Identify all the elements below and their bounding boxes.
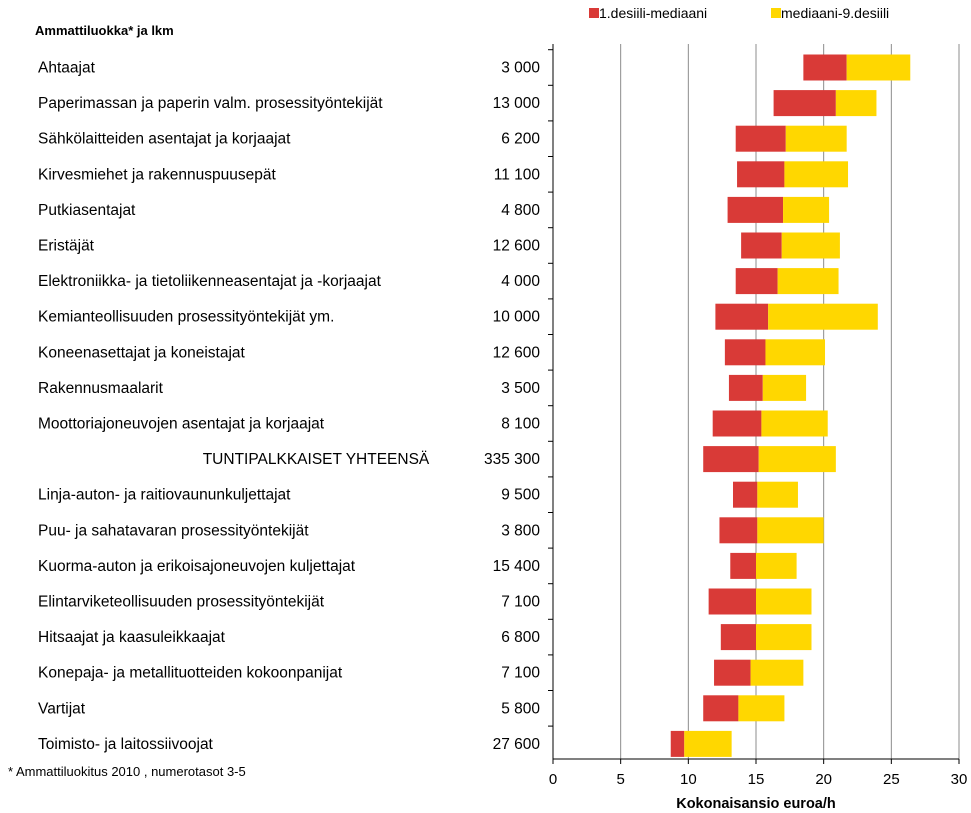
bar-low-segment — [715, 303, 769, 330]
bar-high-segment — [738, 695, 785, 722]
category-label: Kirvesmiehet ja rakennuspuusepät — [38, 166, 276, 183]
count-label: 27 600 — [493, 736, 541, 753]
bar-ranges — [670, 54, 911, 757]
category-label: TUNTIPALKKAISET YHTEENSÄ — [203, 451, 430, 468]
x-tick-label: 30 — [951, 771, 968, 788]
bar-low-segment — [724, 339, 766, 366]
bar-low-segment — [773, 90, 836, 117]
bar-high-segment — [762, 374, 807, 401]
x-tick-label: 20 — [815, 771, 832, 788]
count-label: 4 800 — [501, 202, 540, 219]
category-label: Eristäjät — [38, 238, 95, 255]
bar-high-segment — [781, 232, 840, 259]
bar-high-segment — [756, 624, 812, 651]
bar-high-segment — [835, 90, 877, 117]
count-label: 4 000 — [501, 273, 540, 290]
bar-low-segment — [737, 161, 785, 188]
bar-high-segment — [765, 339, 826, 366]
count-label: 11 100 — [494, 166, 541, 183]
bar-low-segment — [708, 588, 756, 615]
category-label: Paperimassan ja paperin valm. prosessity… — [38, 95, 383, 112]
bar-high-segment — [761, 410, 828, 437]
legend-label-high: mediaani-9.desiili — [781, 5, 889, 21]
bar-high-segment — [684, 730, 732, 757]
count-label: 3 500 — [501, 380, 540, 397]
category-label: Koneenasettajat ja koneistajat — [38, 344, 246, 361]
count-label: 6 200 — [501, 131, 540, 148]
footnote: * Ammattiluokitus 2010 , numerotasot 3-5 — [8, 764, 246, 779]
legend: 1.desiili-mediaani mediaani-9.desiili — [589, 5, 889, 21]
bar-high-segment — [750, 659, 804, 686]
bar-low-segment — [727, 196, 784, 223]
category-label: Ahtaajat — [38, 60, 96, 77]
legend-swatch-high — [771, 8, 781, 18]
count-label: 12 600 — [493, 238, 541, 255]
bar-low-segment — [720, 624, 756, 651]
bar-low-segment — [703, 695, 739, 722]
category-label: Linja-auton- ja raitiovaununkuljettajat — [38, 487, 291, 504]
category-labels: Ahtaajat 3 000 Paperimassan ja paperin val… — [38, 60, 540, 753]
category-label: Kuorma-auton ja erikoisajoneuvojen kulje… — [38, 558, 356, 575]
bar-high-segment — [846, 54, 911, 81]
count-label: 7 100 — [501, 665, 540, 682]
bar-high-segment — [783, 196, 830, 223]
category-label: Toimisto- ja laitossiivoojat — [38, 736, 214, 753]
category-label: Sähkölaitteiden asentajat ja korjaajat — [38, 131, 291, 148]
legend-label-low: 1.desiili-mediaani — [599, 5, 707, 21]
category-label: Konepaja- ja metallituotteiden kokoonpan… — [38, 665, 343, 682]
bar-low-segment — [719, 517, 758, 544]
bar-low-segment — [741, 232, 782, 259]
category-label: Elektroniikka- ja tietoliikenneasentajat… — [38, 273, 382, 290]
bar-high-segment — [756, 588, 812, 615]
bar-high-segment — [768, 303, 878, 330]
bar-high-segment — [757, 481, 798, 508]
bar-high-segment — [777, 268, 839, 295]
bar-low-segment — [730, 552, 756, 579]
category-label: Moottoriajoneuvojen asentajat ja korjaaj… — [38, 416, 325, 433]
count-label: 3 800 — [501, 522, 540, 539]
x-tick-label: 0 — [549, 771, 557, 788]
category-label: Vartijat — [38, 700, 86, 717]
bar-high-segment — [758, 446, 836, 473]
count-label: 15 400 — [493, 558, 541, 575]
bar-high-segment — [785, 125, 847, 152]
count-label: 8 100 — [501, 416, 540, 433]
x-tick-label: 15 — [748, 771, 765, 788]
category-label: Putkiasentajat — [38, 202, 136, 219]
x-tick-label: 10 — [680, 771, 697, 788]
count-label: 10 000 — [493, 309, 541, 326]
bar-low-segment — [670, 730, 685, 757]
category-label: Kemianteollisuuden prosessityöntekijät y… — [38, 309, 334, 326]
count-label: 12 600 — [493, 344, 541, 361]
count-label: 7 100 — [501, 594, 540, 611]
chart-header: Ammattiluokka* ja lkm — [35, 23, 174, 38]
x-tick-label: 25 — [883, 771, 900, 788]
x-axis: 0 5 10 15 20 25 30 — [548, 44, 967, 788]
category-label: Hitsaajat ja kaasuleikkaajat — [38, 629, 226, 646]
category-label: Rakennusmaalarit — [38, 380, 164, 397]
bar-low-segment — [728, 374, 763, 401]
category-label: Elintarviketeollisuuden prosessityönteki… — [38, 594, 325, 611]
bar-low-segment — [714, 659, 751, 686]
bar-high-segment — [784, 161, 849, 188]
count-label: 9 500 — [501, 487, 540, 504]
bar-high-segment — [756, 552, 797, 579]
category-label: Puu- ja sahatavaran prosessityöntekijät — [38, 522, 309, 539]
bar-low-segment — [735, 125, 786, 152]
bar-low-segment — [703, 446, 759, 473]
count-label: 335 300 — [484, 451, 540, 468]
count-label: 5 800 — [501, 700, 540, 717]
bar-low-segment — [732, 481, 758, 508]
count-label: 6 800 — [501, 629, 540, 646]
bar-low-segment — [712, 410, 762, 437]
bar-low-segment — [735, 268, 778, 295]
x-axis-title: Kokonaisansio euroa/h — [676, 796, 836, 812]
x-tick-label: 5 — [616, 771, 624, 788]
legend-swatch-low — [589, 8, 599, 18]
count-label: 13 000 — [493, 95, 541, 112]
bar-high-segment — [757, 517, 824, 544]
bar-low-segment — [803, 54, 847, 81]
count-label: 3 000 — [501, 60, 540, 77]
